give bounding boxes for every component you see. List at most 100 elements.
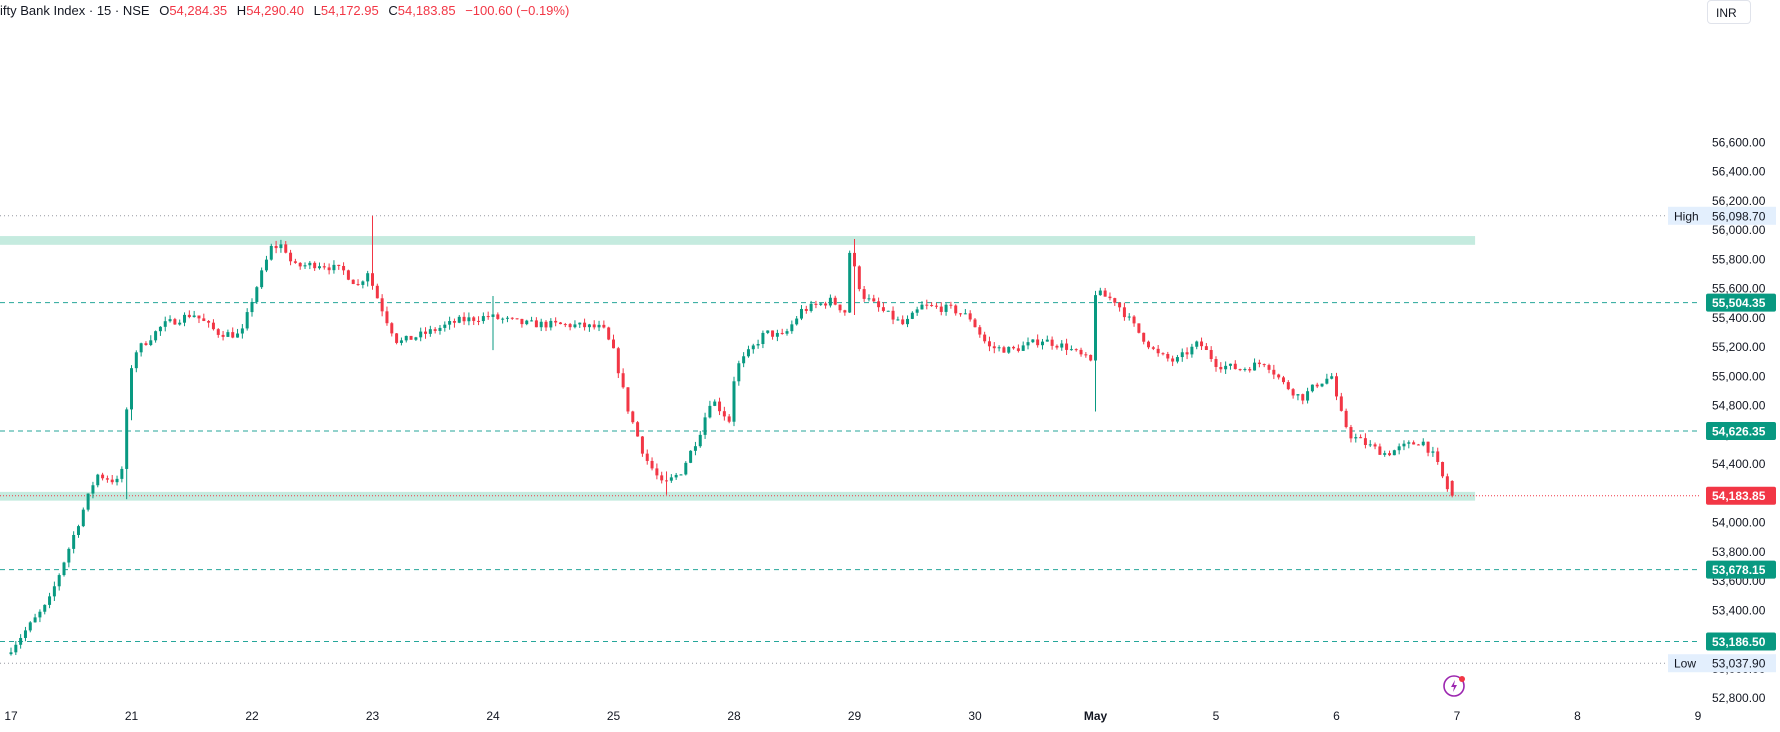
candle-body[interactable] bbox=[158, 326, 162, 332]
candle-body[interactable] bbox=[1441, 461, 1445, 477]
candle-body[interactable] bbox=[1137, 323, 1141, 333]
candle-body[interactable] bbox=[308, 262, 312, 266]
candle-body[interactable] bbox=[708, 405, 712, 418]
candle-body[interactable] bbox=[1156, 348, 1160, 354]
candle-body[interactable] bbox=[443, 324, 447, 328]
candle-body[interactable] bbox=[939, 306, 943, 312]
candle-body[interactable] bbox=[1185, 352, 1189, 355]
candle-body[interactable] bbox=[1190, 346, 1194, 355]
candle-body[interactable] bbox=[245, 312, 249, 329]
candle-body[interactable] bbox=[356, 284, 360, 286]
candle-body[interactable] bbox=[371, 273, 374, 286]
candle-body[interactable] bbox=[23, 630, 27, 638]
candle-body[interactable] bbox=[231, 332, 235, 338]
candle-body[interactable] bbox=[1320, 383, 1324, 387]
candle-body[interactable] bbox=[86, 493, 90, 510]
candle-body[interactable] bbox=[1195, 341, 1199, 347]
candle-body[interactable] bbox=[737, 363, 741, 382]
candle-body[interactable] bbox=[838, 304, 842, 311]
candle-body[interactable] bbox=[746, 349, 750, 357]
candle-body[interactable] bbox=[1339, 396, 1343, 411]
candle-body[interactable] bbox=[1253, 362, 1257, 371]
candle-body[interactable] bbox=[1301, 394, 1305, 401]
candle-body[interactable] bbox=[987, 341, 991, 347]
candle-body[interactable] bbox=[920, 304, 924, 310]
candle-body[interactable] bbox=[1392, 450, 1396, 456]
candle-body[interactable] bbox=[713, 401, 717, 406]
candle-body[interactable] bbox=[1286, 382, 1290, 390]
candle-body[interactable] bbox=[539, 321, 543, 328]
candle-body[interactable] bbox=[110, 479, 114, 483]
candle-body[interactable] bbox=[925, 304, 929, 306]
candle-body[interactable] bbox=[1272, 369, 1276, 375]
candle-body[interactable] bbox=[462, 316, 466, 322]
candle-body[interactable] bbox=[183, 314, 187, 323]
candle-body[interactable] bbox=[862, 289, 866, 299]
candle-body[interactable] bbox=[1402, 443, 1406, 447]
candle-body[interactable] bbox=[1416, 444, 1420, 446]
candle-body[interactable] bbox=[457, 316, 461, 323]
candle-body[interactable] bbox=[877, 301, 881, 308]
candle-body[interactable] bbox=[968, 313, 972, 320]
candle-body[interactable] bbox=[843, 310, 847, 313]
candle-body[interactable] bbox=[573, 324, 577, 328]
candle-body[interactable] bbox=[139, 343, 143, 353]
candle-body[interactable] bbox=[43, 604, 47, 612]
candle-body[interactable] bbox=[674, 474, 678, 478]
candle-body[interactable] bbox=[14, 644, 18, 653]
candle-body[interactable] bbox=[510, 317, 514, 319]
candle-body[interactable] bbox=[1127, 316, 1131, 318]
candle-body[interactable] bbox=[906, 318, 910, 325]
candle-body[interactable] bbox=[857, 266, 861, 290]
candle-body[interactable] bbox=[1243, 369, 1247, 371]
candle-body[interactable] bbox=[1296, 394, 1300, 396]
candle-body[interactable] bbox=[934, 305, 938, 307]
candle-body[interactable] bbox=[944, 304, 948, 312]
candle-body[interactable] bbox=[419, 331, 423, 338]
currency-button[interactable]: INR bbox=[1707, 0, 1751, 24]
candle-body[interactable] bbox=[804, 308, 808, 311]
candle-body[interactable] bbox=[1098, 290, 1102, 296]
candle-body[interactable] bbox=[303, 265, 307, 267]
candle-body[interactable] bbox=[1171, 358, 1175, 362]
candle-body[interactable] bbox=[520, 318, 524, 325]
candle-body[interactable] bbox=[62, 562, 66, 576]
candle-body[interactable] bbox=[1118, 302, 1122, 308]
candle-body[interactable] bbox=[703, 417, 707, 435]
candle-body[interactable] bbox=[1378, 446, 1382, 455]
candle-body[interactable] bbox=[337, 264, 341, 266]
candle-body[interactable] bbox=[578, 322, 582, 325]
candle-body[interactable] bbox=[1397, 446, 1401, 451]
candle-body[interactable] bbox=[1069, 349, 1073, 351]
candle-body[interactable] bbox=[101, 474, 105, 479]
candle-body[interactable] bbox=[636, 422, 640, 437]
candle-body[interactable] bbox=[722, 411, 726, 417]
candle-body[interactable] bbox=[689, 450, 693, 463]
candle-body[interactable] bbox=[997, 347, 1001, 349]
zone-rect-1[interactable] bbox=[0, 491, 1476, 501]
candle-body[interactable] bbox=[48, 596, 52, 605]
candle-body[interactable] bbox=[761, 332, 765, 345]
candle-body[interactable] bbox=[645, 453, 649, 461]
zone-rect-0[interactable] bbox=[0, 236, 1476, 245]
candle-body[interactable] bbox=[1200, 341, 1204, 347]
candle-body[interactable] bbox=[226, 332, 230, 337]
candle-body[interactable] bbox=[554, 320, 558, 323]
candle-body[interactable] bbox=[1074, 349, 1078, 351]
candle-body[interactable] bbox=[930, 305, 934, 307]
candle-body[interactable] bbox=[1310, 384, 1314, 392]
candle-body[interactable] bbox=[756, 344, 760, 346]
candle-body[interactable] bbox=[424, 331, 428, 334]
candle-body[interactable] bbox=[240, 328, 244, 334]
candle-body[interactable] bbox=[269, 245, 273, 260]
candle-body[interactable] bbox=[949, 304, 953, 306]
candle-body[interactable] bbox=[1412, 442, 1416, 445]
candle-body[interactable] bbox=[1368, 444, 1372, 446]
candle-body[interactable] bbox=[1209, 350, 1213, 360]
candle-body[interactable] bbox=[1161, 353, 1165, 355]
candle-body[interactable] bbox=[983, 334, 987, 342]
candle-body[interactable] bbox=[679, 474, 683, 476]
candle-body[interactable] bbox=[1050, 339, 1054, 346]
candle-body[interactable] bbox=[1065, 343, 1069, 350]
candle-body[interactable] bbox=[1132, 316, 1136, 324]
